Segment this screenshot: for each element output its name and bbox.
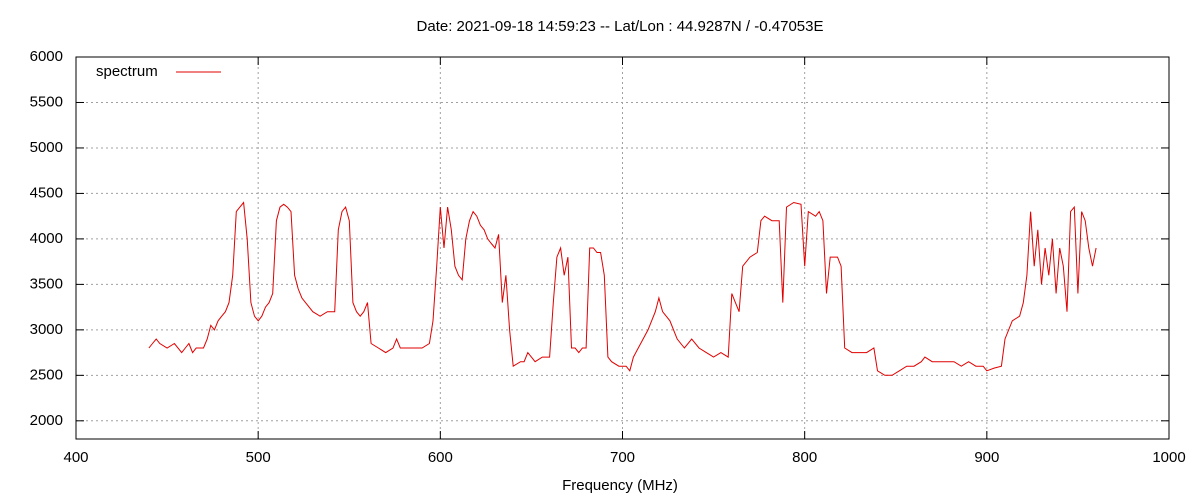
y-tick-label: 3000 (30, 321, 63, 338)
x-tick-label: 700 (610, 449, 635, 466)
x-tick-label: 900 (974, 449, 999, 466)
x-tick-label: 500 (246, 449, 271, 466)
x-tick-label: 600 (428, 449, 453, 466)
y-tick-label: 4000 (30, 230, 63, 247)
y-tick-label: 6000 (30, 48, 63, 65)
x-tick-label: 400 (63, 449, 88, 466)
y-tick-label: 2500 (30, 366, 63, 383)
y-tick-label: 3500 (30, 275, 63, 292)
chart-title: Date: 2021-09-18 14:59:23 -- Lat/Lon : 4… (417, 18, 824, 35)
y-tick-label: 5000 (30, 139, 63, 156)
y-tick-label: 4500 (30, 184, 63, 201)
y-tick-label: 5500 (30, 93, 63, 110)
data-line (148, 201, 1097, 376)
y-tick-label: 2000 (30, 412, 63, 429)
x-tick-label: 800 (792, 449, 817, 466)
plot-frame (75, 56, 1170, 440)
x-tick-label: 1000 (1152, 449, 1185, 466)
legend-label: spectrum (96, 63, 158, 80)
x-axis-label: Frequency (MHz) (562, 477, 678, 494)
